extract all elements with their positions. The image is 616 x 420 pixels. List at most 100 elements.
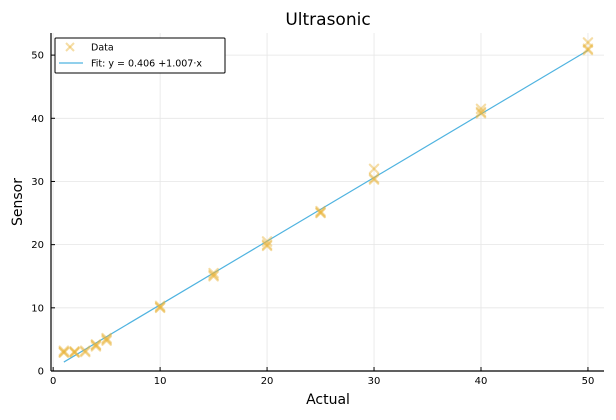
data-point-stroke [315,207,326,218]
x-tick-label: 20 [261,376,274,387]
data-point [90,339,102,351]
data-point-stroke [58,346,70,358]
data-point-stroke [261,239,273,250]
chart-title: Ultrasonic [285,10,370,30]
data-point-stroke [315,207,326,219]
data-point-stroke [101,335,112,346]
data-point-stroke [69,346,80,357]
data-point-stroke [101,332,112,344]
data-point-stroke [208,269,219,281]
data-point-stroke [208,270,219,282]
legend-label-fit: Fit: y = 0.406 +1.007·x [91,59,202,70]
data-point-stroke [368,174,380,185]
data-point-stroke [101,334,112,345]
x-tick-label: 0 [50,376,56,387]
data-point-stroke [90,341,102,352]
legend-box [54,37,226,74]
x-tick-label: 10 [154,376,167,387]
data-point [261,239,273,250]
data-point [582,43,594,55]
tick-labels: 0 10 20 30 40 50 0 10 20 30 40 50 [31,51,594,387]
data-point [208,267,219,279]
data-point-stroke [582,44,594,56]
x-tick-label: 40 [475,376,488,387]
data-point-stroke [582,37,594,48]
data-point-stroke [582,44,594,56]
data-point [58,345,70,357]
data-point-stroke [101,335,112,346]
data-point [475,107,487,119]
data-point [154,301,166,313]
data-point-stroke [58,345,70,357]
y-tick-label: 10 [31,303,44,314]
data-points [58,37,594,358]
data-point [315,207,326,218]
data-point [315,207,326,219]
data-point [101,335,112,346]
data-point-stroke [582,37,594,48]
axes [50,33,604,372]
data-point-stroke [79,345,91,357]
data-point-stroke [315,207,326,219]
data-point-stroke [475,106,487,118]
data-point-stroke [154,300,166,312]
data-point [101,334,112,345]
data-point-stroke [261,236,273,247]
data-point-stroke [69,347,80,358]
data-point-stroke [315,205,326,217]
x-tick-label: 30 [368,376,381,387]
y-axis-label: Sensor [10,178,26,226]
legend-label-data: Data [91,43,114,54]
data-point [582,37,594,48]
y-tick-label: 50 [31,51,44,62]
data-point-stroke [368,163,380,175]
data-point [368,163,380,175]
data-point-stroke [58,345,70,357]
data-point [368,173,380,184]
data-point [582,44,594,56]
data-point [208,270,219,282]
data-point [58,346,70,358]
legend-marker-data [65,42,75,52]
data-point [101,332,112,344]
data-point-stroke [90,339,102,350]
data-point [261,236,273,247]
x-tick-label: 50 [582,376,595,387]
y-tick-label: 20 [31,240,44,251]
data-point-stroke [101,332,112,344]
data-point-stroke [79,346,91,358]
data-point-stroke [208,269,219,281]
data-point-stroke [154,302,166,314]
data-point [261,240,273,252]
y-tick-label: 0 [38,367,44,378]
data-point-stroke [69,347,80,358]
data-point-stroke [79,346,91,358]
data-point-stroke [154,301,166,313]
data-point-stroke [69,346,80,357]
data-point-stroke [582,43,594,55]
data-point-stroke [208,267,219,279]
data-point-stroke [475,107,487,119]
data-point-stroke [154,302,166,314]
x-axis-label: Actual [306,392,350,408]
data-point-stroke [58,346,70,358]
data-point-stroke [58,347,70,358]
data-point [475,106,487,118]
data-point [315,205,326,217]
data-point-stroke [154,300,166,312]
y-tick-label: 40 [31,114,44,125]
data-point-stroke [475,103,487,115]
data-point-stroke [90,339,102,351]
data-point-stroke [261,236,273,247]
data-point [90,339,102,350]
data-point-stroke [79,345,91,357]
data-point-stroke [90,339,102,351]
data-point-stroke [58,347,70,358]
data-point-stroke [90,341,102,352]
legend: Data Fit: y = 0.406 +1.007·x [54,37,226,74]
data-point-stroke [475,107,487,119]
data-point-stroke [101,334,112,345]
data-point-stroke [69,346,80,358]
data-point [69,346,80,358]
